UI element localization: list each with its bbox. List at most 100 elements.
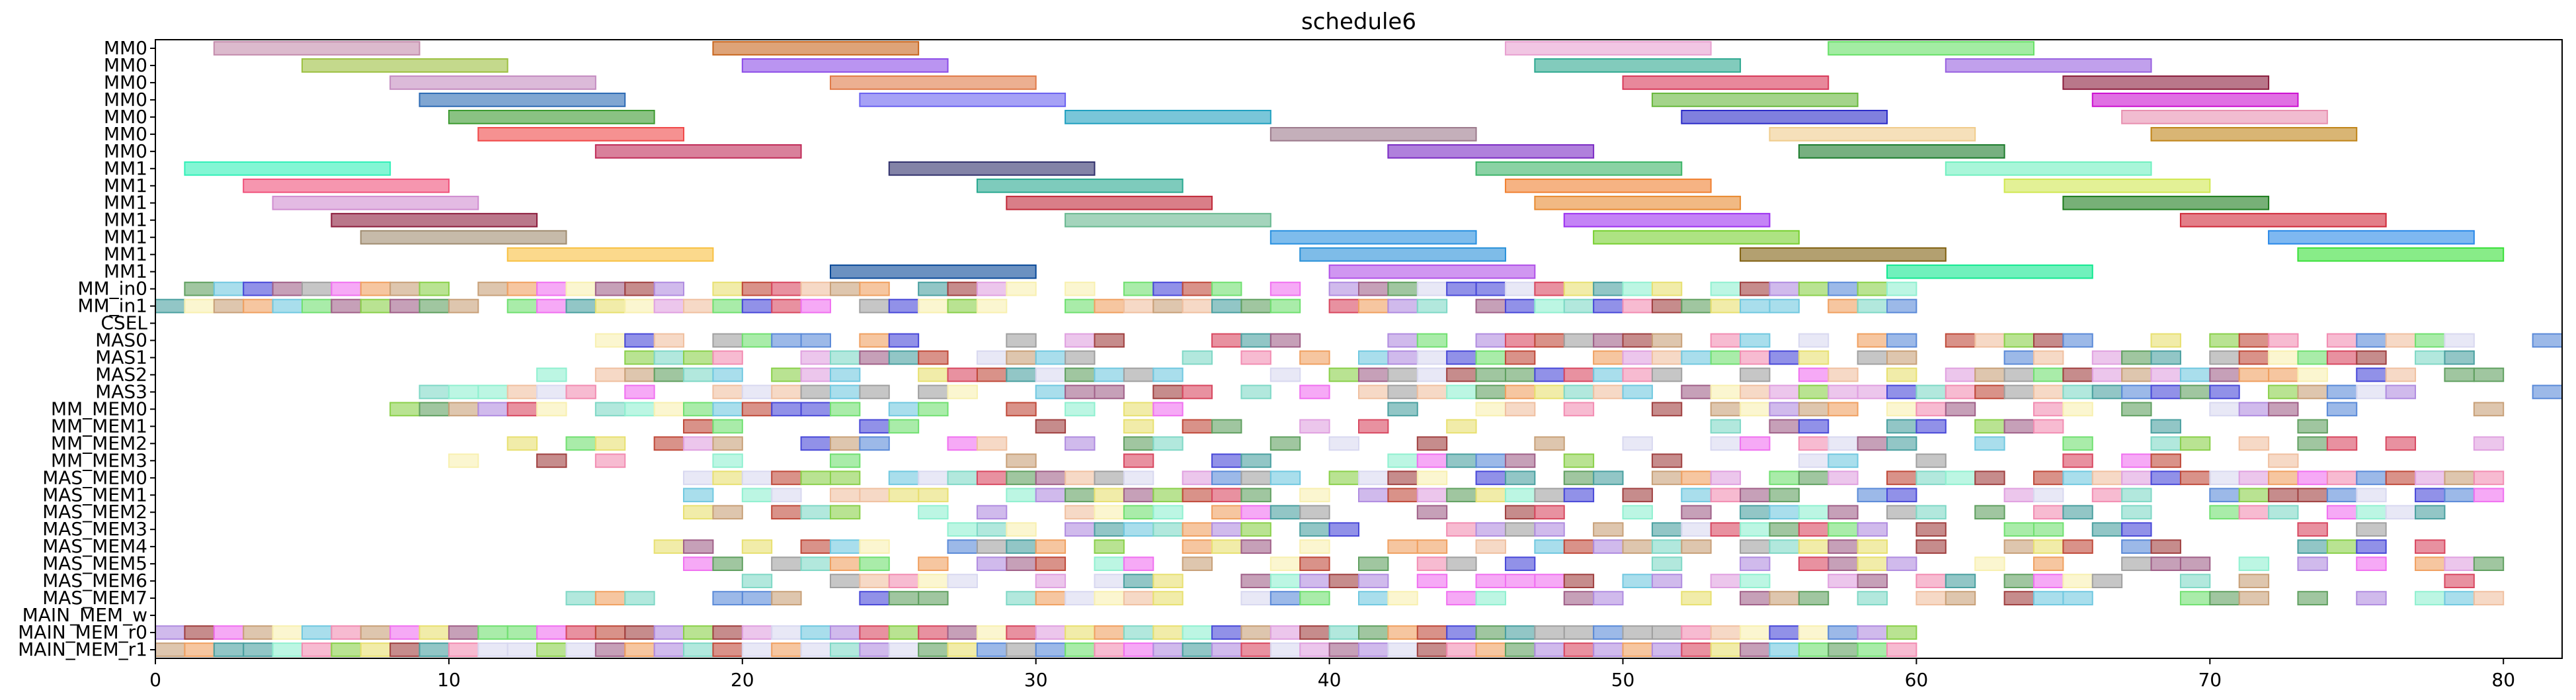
unit-task-bar — [976, 522, 1008, 537]
unit-task-bar — [683, 367, 714, 382]
unit-task-bar — [2209, 333, 2240, 348]
unit-task-bar — [1182, 350, 1213, 365]
unit-task-bar — [1651, 453, 1683, 468]
unit-task-bar — [1622, 367, 1653, 382]
unit-task-bar — [918, 298, 949, 314]
unit-task-bar — [829, 384, 861, 400]
unit-task-bar — [272, 625, 303, 640]
unit-task-bar — [1769, 625, 1800, 640]
unit-task-bar — [2091, 350, 2123, 365]
unit-task-bar — [1945, 333, 1976, 348]
unit-task-bar — [301, 281, 333, 296]
unit-task-bar — [536, 625, 567, 640]
unit-task-bar — [2444, 591, 2475, 605]
unit-task-bar — [1446, 453, 1477, 468]
unit-task-bar — [1769, 419, 1800, 434]
y-tick-label: MM_in1 — [77, 295, 147, 317]
unit-task-bar — [2003, 574, 2034, 588]
unit-task-bar — [1593, 350, 1624, 365]
unit-task-bar — [1798, 419, 1830, 434]
unit-task-bar — [1211, 642, 1242, 657]
unit-task-bar — [741, 625, 773, 640]
unit-task-bar — [1593, 642, 1624, 657]
unit-task-bar — [1504, 367, 1536, 382]
unit-task-bar — [2121, 505, 2152, 520]
unit-task-bar — [1915, 591, 1947, 605]
unit-task-bar — [2415, 539, 2446, 554]
unit-task-bar — [2121, 402, 2152, 417]
unit-task-bar — [1475, 453, 1506, 468]
y-tick-label: MAS_MEM1 — [42, 484, 147, 505]
unit-task-bar — [712, 350, 743, 365]
unit-task-bar — [1740, 642, 1771, 657]
unit-task-bar — [1769, 522, 1800, 537]
unit-task-bar — [771, 488, 802, 503]
unit-task-bar — [1857, 436, 1888, 451]
unit-task-bar — [2033, 488, 2064, 503]
unit-task-bar — [1534, 574, 1565, 588]
unit-task-bar — [594, 436, 626, 451]
unit-task-bar — [1416, 333, 1448, 348]
unit-task-bar — [1416, 642, 1448, 657]
unit-task-bar — [1622, 333, 1653, 348]
unit-task-bar — [741, 642, 773, 657]
y-tick-label: MAS1 — [95, 346, 147, 368]
task-bar — [1593, 230, 1800, 245]
unit-task-bar — [1828, 522, 1859, 537]
unit-task-bar — [1299, 522, 1330, 537]
task-bar — [1504, 41, 1712, 56]
unit-task-bar — [1622, 574, 1653, 588]
unit-task-bar — [2209, 505, 2240, 520]
unit-task-bar — [360, 642, 391, 657]
unit-task-bar — [829, 505, 861, 520]
unit-task-bar — [1328, 367, 1359, 382]
unit-task-bar — [1387, 333, 1418, 348]
unit-task-bar — [536, 642, 567, 657]
unit-task-bar — [741, 470, 773, 486]
unit-task-bar — [1534, 436, 1565, 451]
unit-task-bar — [1475, 333, 1506, 348]
unit-task-bar — [1915, 453, 1947, 468]
unit-task-bar — [1299, 505, 1330, 520]
unit-task-bar — [331, 642, 362, 657]
unit-task-bar — [1211, 333, 1242, 348]
unit-task-bar — [1123, 625, 1154, 640]
unit-task-bar — [1035, 591, 1067, 605]
unit-task-bar — [2356, 522, 2387, 537]
unit-task-bar — [2121, 522, 2152, 537]
unit-task-bar — [1299, 625, 1330, 640]
unit-task-bar — [1475, 350, 1506, 365]
unit-task-bar — [2356, 556, 2387, 572]
task-bar — [1328, 264, 1536, 279]
unit-task-bar — [1798, 384, 1830, 400]
unit-task-bar — [1358, 591, 1389, 605]
unit-task-bar — [1035, 642, 1067, 657]
unit-task-bar — [1945, 402, 1976, 417]
unit-task-bar — [1299, 350, 1330, 365]
unit-task-bar — [1269, 625, 1301, 640]
unit-task-bar — [506, 642, 538, 657]
unit-task-bar — [1152, 591, 1184, 605]
unit-task-bar — [712, 436, 743, 451]
unit-task-bar — [829, 625, 861, 640]
unit-task-bar — [918, 574, 949, 588]
unit-task-bar — [1740, 333, 1771, 348]
unit-task-bar — [1534, 505, 1565, 520]
unit-task-bar — [976, 642, 1008, 657]
unit-task-bar — [2444, 333, 2475, 348]
unit-task-bar — [1240, 574, 1271, 588]
unit-task-bar — [2532, 384, 2563, 400]
unit-task-bar — [859, 350, 890, 365]
unit-task-bar — [1358, 384, 1389, 400]
unit-task-bar — [888, 488, 920, 503]
unit-task-bar — [2415, 470, 2446, 486]
unit-task-bar — [1504, 642, 1536, 657]
unit-task-bar — [1211, 505, 1242, 520]
unit-task-bar — [1828, 556, 1859, 572]
unit-task-bar — [2150, 384, 2181, 400]
unit-task-bar — [1798, 436, 1830, 451]
unit-task-bar — [477, 625, 508, 640]
unit-task-bar — [2356, 350, 2387, 365]
task-bar — [2150, 126, 2358, 142]
unit-task-bar — [448, 625, 479, 640]
